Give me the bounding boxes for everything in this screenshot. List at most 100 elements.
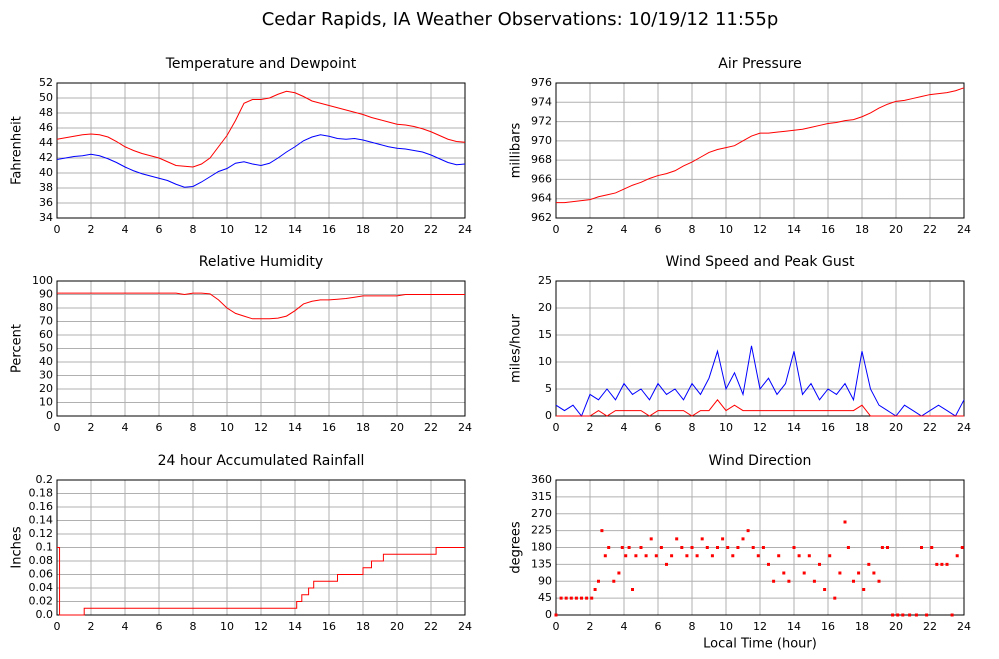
x-tick-label: 2 xyxy=(88,620,95,633)
point xyxy=(680,546,684,549)
point xyxy=(593,588,597,591)
point xyxy=(896,613,900,617)
y-tick-label: 0.08 xyxy=(29,554,54,567)
y-tick-label: 976 xyxy=(531,76,552,89)
y-tick-label: 90 xyxy=(538,574,552,587)
y-axis-label: millibars xyxy=(509,123,524,179)
point xyxy=(950,613,954,617)
x-tick-label: 14 xyxy=(787,421,801,434)
point xyxy=(685,554,689,558)
x-tick-label: 16 xyxy=(322,421,336,434)
point xyxy=(761,546,765,549)
point xyxy=(559,596,563,600)
point xyxy=(612,579,616,583)
x-tick-label: 8 xyxy=(689,620,696,633)
plot-frame xyxy=(555,479,965,616)
plot-frame xyxy=(555,280,965,417)
series-line xyxy=(56,134,466,188)
point xyxy=(960,546,964,549)
y-tick-label: 0.1 xyxy=(36,541,54,554)
x-tick-label: 18 xyxy=(855,620,869,633)
y-tick-label: 40 xyxy=(39,166,53,179)
y-tick-label: 0.04 xyxy=(29,581,54,594)
point xyxy=(772,579,776,583)
point xyxy=(639,546,643,549)
plot-frame xyxy=(555,82,965,219)
point xyxy=(792,546,796,549)
x-tick-label: 0 xyxy=(54,223,61,236)
x-tick-label: 10 xyxy=(220,223,234,236)
x-tick-label: 4 xyxy=(621,223,628,236)
point xyxy=(574,596,578,600)
point xyxy=(600,529,604,533)
x-tick-label: 10 xyxy=(719,620,733,633)
y-tick-label: 50 xyxy=(39,342,53,355)
point xyxy=(700,537,704,541)
x-tick-label: 6 xyxy=(156,421,163,434)
point xyxy=(554,613,558,617)
y-tick-label: 964 xyxy=(531,192,552,205)
y-tick-label: 80 xyxy=(39,301,53,314)
point xyxy=(731,554,735,558)
x-tick-label: 18 xyxy=(855,223,869,236)
point xyxy=(846,546,850,549)
x-tick-label: 16 xyxy=(821,620,835,633)
point xyxy=(726,546,730,549)
point xyxy=(741,537,745,541)
x-tick-label: 24 xyxy=(458,421,472,434)
x-tick-label: 16 xyxy=(821,223,835,236)
point xyxy=(797,554,801,558)
x-tick-label: 0 xyxy=(553,421,560,434)
x-tick-label: 12 xyxy=(753,421,767,434)
x-tick-label: 24 xyxy=(957,421,971,434)
x-tick-label: 0 xyxy=(54,421,61,434)
x-tick-label: 4 xyxy=(122,620,129,633)
y-tick-label: 45 xyxy=(538,591,552,604)
x-tick-label: 6 xyxy=(655,223,662,236)
x-tick-label: 22 xyxy=(923,421,937,434)
x-tick-label: 14 xyxy=(288,620,302,633)
y-tick-label: 10 xyxy=(39,396,53,409)
chart-title: Wind Speed and Peak Gust xyxy=(666,254,855,270)
point xyxy=(901,613,905,617)
point xyxy=(585,596,589,600)
x-tick-label: 22 xyxy=(424,620,438,633)
point xyxy=(659,546,663,549)
point xyxy=(746,529,750,533)
point xyxy=(935,562,939,566)
y-tick-label: 0 xyxy=(545,608,552,621)
point xyxy=(920,546,923,549)
x-tick-label: 20 xyxy=(889,620,903,633)
point xyxy=(634,554,638,558)
y-tick-label: 52 xyxy=(39,76,53,89)
point xyxy=(620,546,624,549)
x-tick-label: 16 xyxy=(322,223,336,236)
y-tick-label: 44 xyxy=(39,136,53,149)
point xyxy=(787,579,791,583)
plot-frame xyxy=(56,280,466,417)
y-tick-label: 974 xyxy=(531,95,552,108)
point xyxy=(782,571,786,575)
x-tick-label: 20 xyxy=(889,421,903,434)
x-tick-label: 2 xyxy=(587,223,594,236)
x-tick-label: 22 xyxy=(424,421,438,434)
y-tick-label: 360 xyxy=(531,473,552,486)
point xyxy=(665,562,668,566)
y-tick-label: 70 xyxy=(39,315,53,328)
x-tick-label: 2 xyxy=(587,620,594,633)
chart-title: Temperature and Dewpoint xyxy=(165,56,357,72)
x-tick-label: 2 xyxy=(587,421,594,434)
y-tick-label: 48 xyxy=(39,106,53,119)
point xyxy=(955,554,959,558)
y-tick-label: 270 xyxy=(531,507,552,520)
point xyxy=(716,546,719,549)
x-tick-label: 22 xyxy=(923,223,937,236)
x-tick-label: 18 xyxy=(356,223,370,236)
point xyxy=(812,579,816,583)
x-tick-label: 14 xyxy=(787,223,801,236)
x-tick-label: 10 xyxy=(220,620,234,633)
x-tick-label: 8 xyxy=(190,620,197,633)
y-tick-label: 972 xyxy=(531,115,552,128)
x-tick-label: 8 xyxy=(689,223,696,236)
